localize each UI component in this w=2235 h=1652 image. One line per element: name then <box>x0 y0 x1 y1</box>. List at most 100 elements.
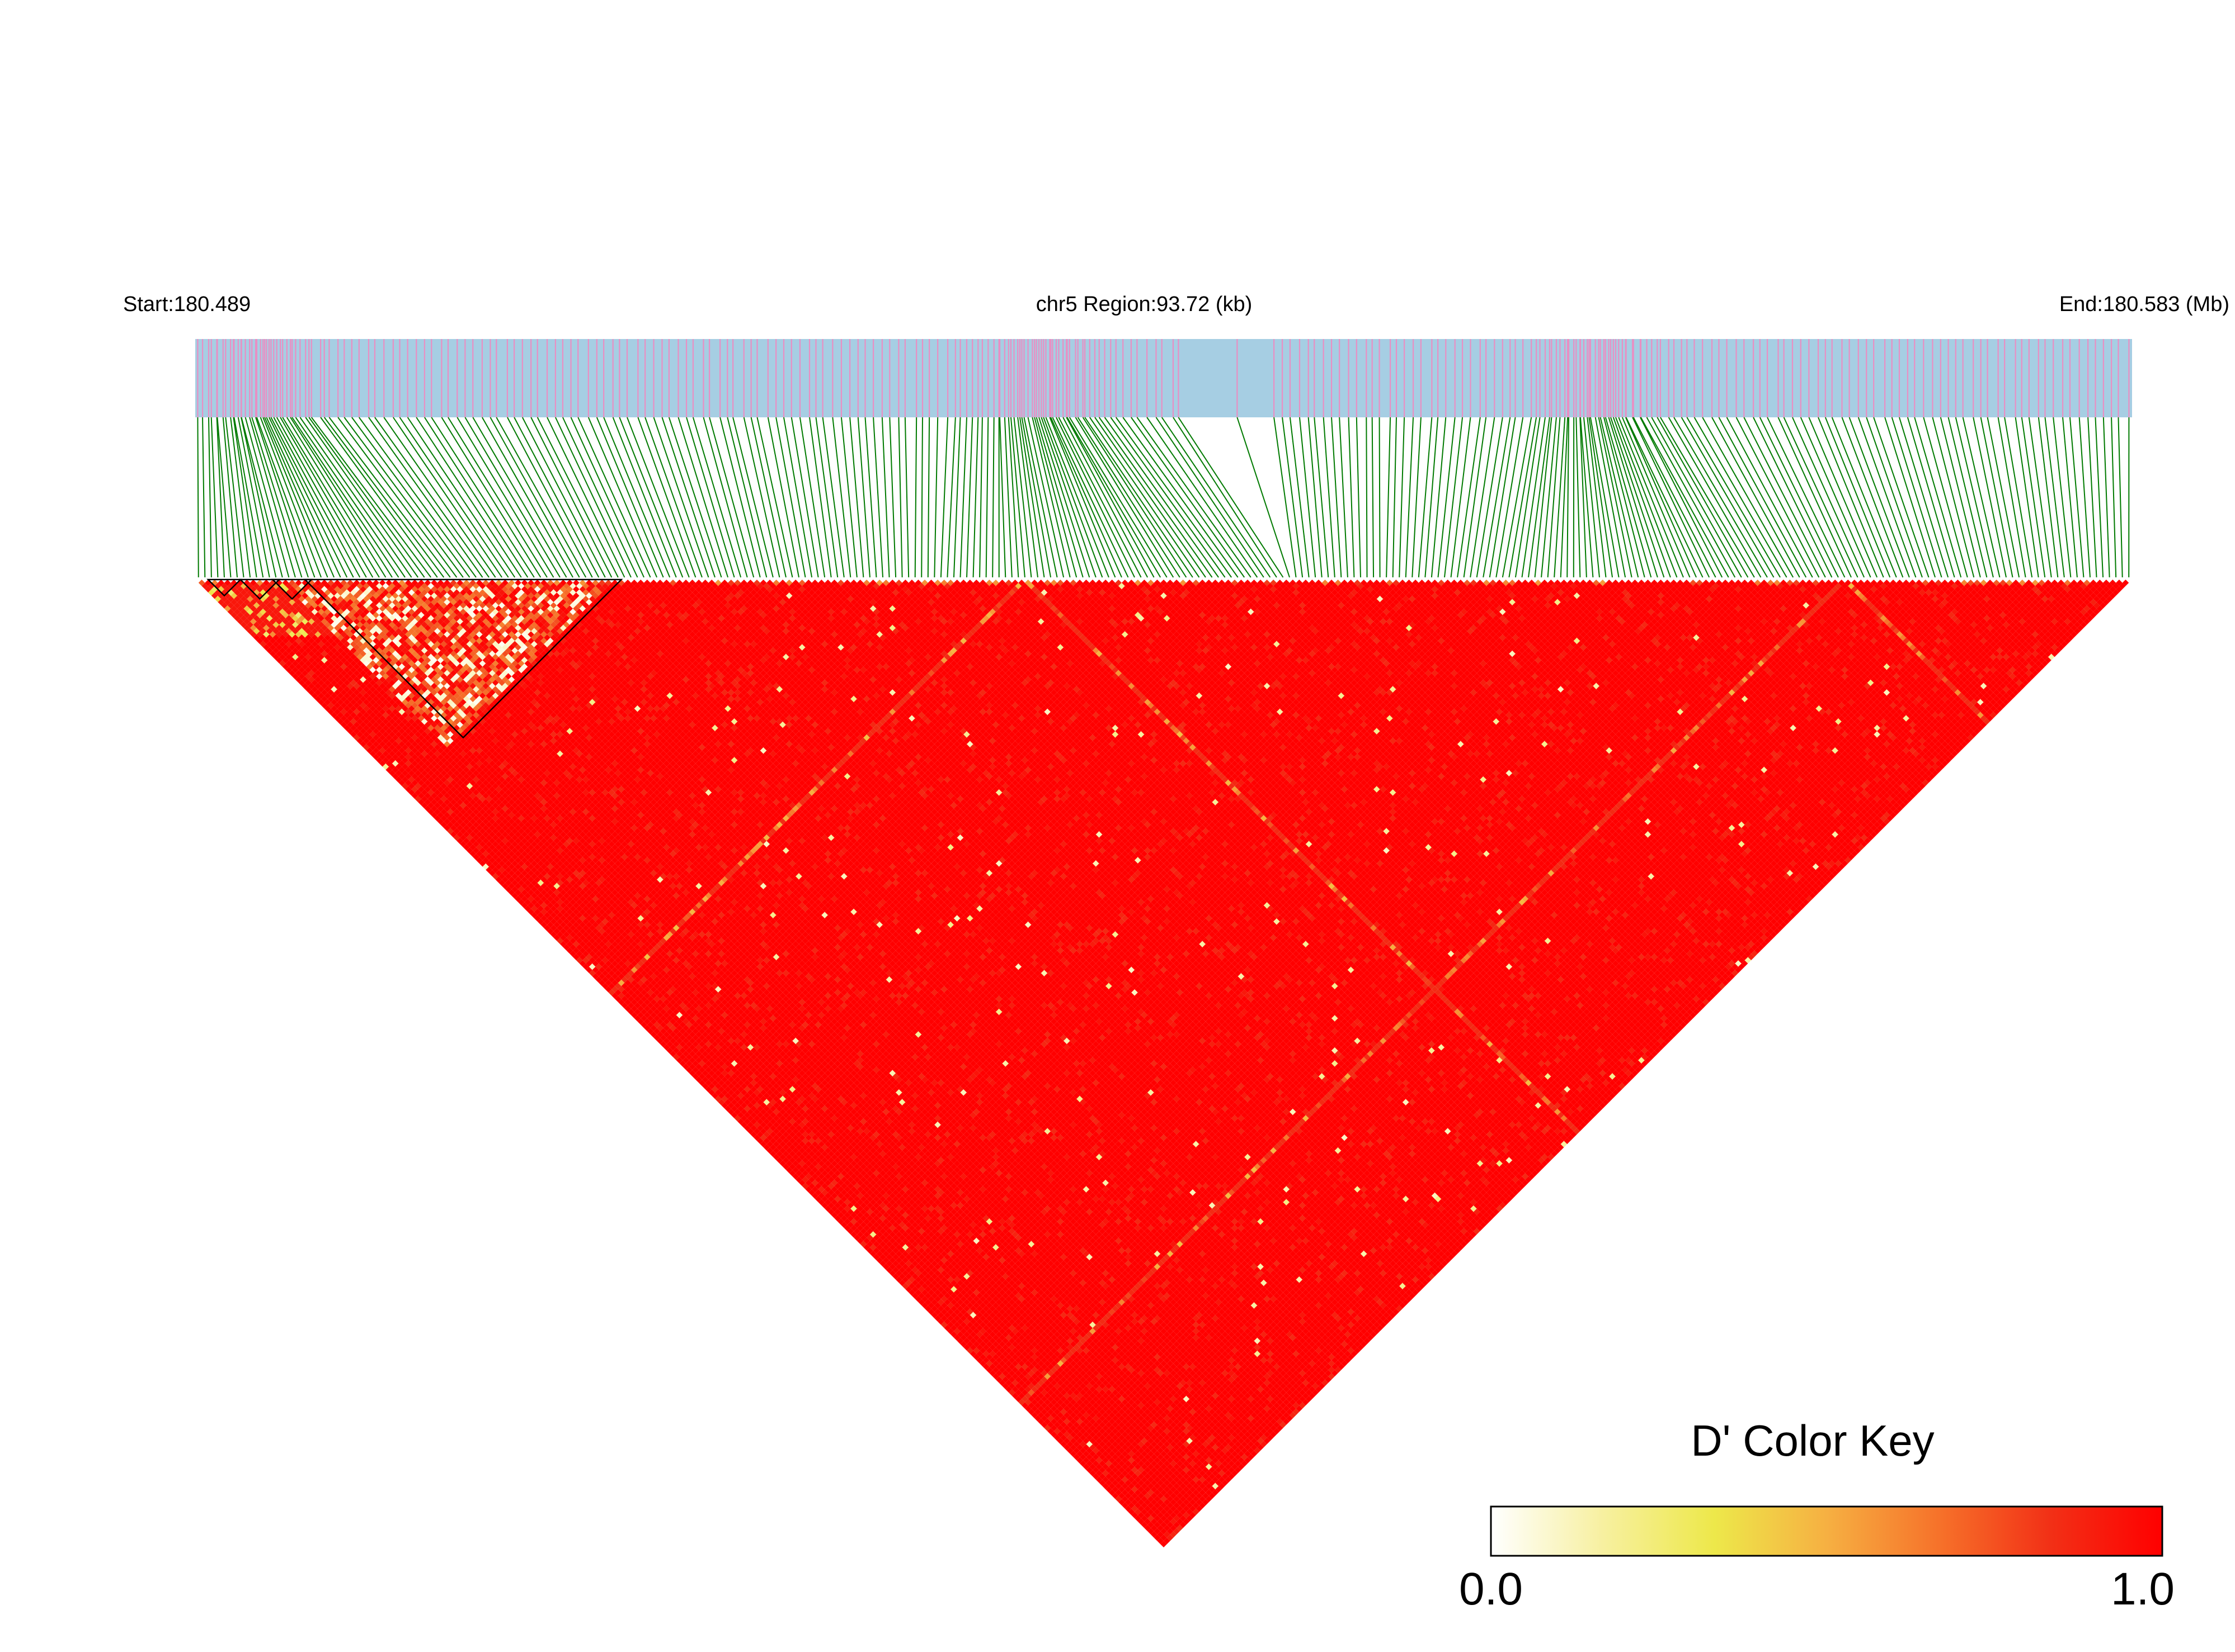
snp-connector <box>1111 417 1225 577</box>
snp-connector <box>1973 417 2006 577</box>
snp-connector <box>941 417 948 577</box>
snp-connector <box>408 417 515 577</box>
snp-connector <box>1609 417 1658 577</box>
snp-connector <box>1425 417 1438 577</box>
snp-connector <box>905 417 909 577</box>
snp-connector <box>1090 417 1199 577</box>
snp-connector <box>2070 417 2083 577</box>
snp-connector <box>1850 417 1909 577</box>
snp-connector <box>2016 417 2039 577</box>
snp-connector <box>960 417 967 577</box>
snp-connector <box>1123 417 1238 577</box>
snp-connector <box>841 417 857 577</box>
snp-connector <box>238 417 270 577</box>
snp-connector <box>1626 417 1696 577</box>
snp-connector <box>1131 417 1244 577</box>
snp-connector <box>1522 417 1545 577</box>
snp-connector <box>265 417 334 577</box>
snp-connector <box>1669 417 1761 577</box>
snp-connector <box>1640 417 1722 577</box>
snp-connector <box>757 417 792 577</box>
snp-connector <box>352 417 470 577</box>
snp-connector <box>1988 417 2019 577</box>
snp-connector <box>1528 417 1550 577</box>
snp-connector <box>1419 417 1432 577</box>
snp-connector <box>1357 417 1361 577</box>
snp-connector <box>1567 417 1569 577</box>
snp-connector <box>1784 417 1858 577</box>
snp-connector <box>1998 417 2026 577</box>
snp-connector <box>850 417 863 577</box>
snp-connector <box>197 417 198 577</box>
snp-connector <box>1866 417 1922 577</box>
snp-connector <box>768 417 799 577</box>
snp-connector <box>928 417 929 577</box>
snp-connector <box>1162 417 1271 577</box>
snp-connector <box>1349 417 1354 577</box>
snp-connector <box>1981 417 2013 577</box>
snp-connector <box>1314 417 1328 577</box>
snp-connector <box>744 417 780 577</box>
snp-connector <box>1237 417 1290 577</box>
snp-connector <box>2088 417 2096 577</box>
snp-connector <box>321 417 437 577</box>
snp-connector <box>496 417 586 577</box>
end-position-label: End:180.583 (Mb) <box>2059 293 2229 316</box>
snp-connector <box>1339 417 1348 577</box>
snp-connector <box>1309 417 1322 577</box>
snp-connector <box>2104 417 2110 577</box>
snp-connector <box>1490 417 1516 577</box>
snp-connector <box>277 417 366 577</box>
snp-connector <box>217 417 224 577</box>
snp-connector <box>1477 417 1503 577</box>
snp-connector <box>986 417 989 577</box>
snp-connector <box>1156 417 1263 577</box>
snp-connector <box>233 417 256 577</box>
snp-connector <box>954 417 961 577</box>
snp-connector <box>1393 417 1396 577</box>
snp-connector <box>1687 417 1780 577</box>
snp-connector <box>1885 417 1935 577</box>
snp-connector <box>1099 417 1212 577</box>
snp-connector <box>921 417 923 577</box>
snp-connector <box>1580 417 1587 577</box>
snp-connector <box>1399 417 1404 577</box>
snp-connector-lines <box>197 417 2129 577</box>
snp-connector <box>947 417 955 577</box>
snp-connector <box>1067 417 1161 577</box>
snp-connector <box>1406 417 1413 577</box>
snp-connector <box>399 417 508 577</box>
snp-connector <box>669 417 722 577</box>
snp-connector <box>784 417 812 577</box>
snp-connector <box>980 417 982 577</box>
snp-connector <box>973 417 978 577</box>
snp-connector <box>967 417 972 577</box>
snp-connector <box>1018 417 1038 577</box>
snp-connector <box>441 417 540 577</box>
snp-connector <box>209 417 211 577</box>
snp-connector <box>915 417 916 577</box>
snp-connector <box>890 417 896 577</box>
snp-connector <box>1561 417 1568 577</box>
snp-connector <box>2095 417 2103 577</box>
snp-connector <box>2005 417 2032 577</box>
ld-heatmap-cells <box>199 580 2129 1547</box>
snp-connector <box>1005 417 1012 577</box>
snp-connector <box>882 417 890 577</box>
snp-connector <box>1366 417 1367 577</box>
snp-connector <box>203 417 205 577</box>
snp-connector <box>898 417 902 577</box>
snp-connector <box>858 417 870 577</box>
snp-connector <box>1432 417 1446 577</box>
snp-connector <box>1674 417 1767 577</box>
snp-connector <box>1892 417 1942 577</box>
snp-connector <box>2079 417 2090 577</box>
snp-connector <box>1438 417 1455 577</box>
snp-connector <box>1591 417 1619 577</box>
snp-connector <box>1641 417 1729 577</box>
snp-connector <box>1041 417 1095 577</box>
snp-connector <box>1778 417 1851 577</box>
snp-connector <box>1372 417 1373 577</box>
snp-connector <box>1056 417 1135 577</box>
